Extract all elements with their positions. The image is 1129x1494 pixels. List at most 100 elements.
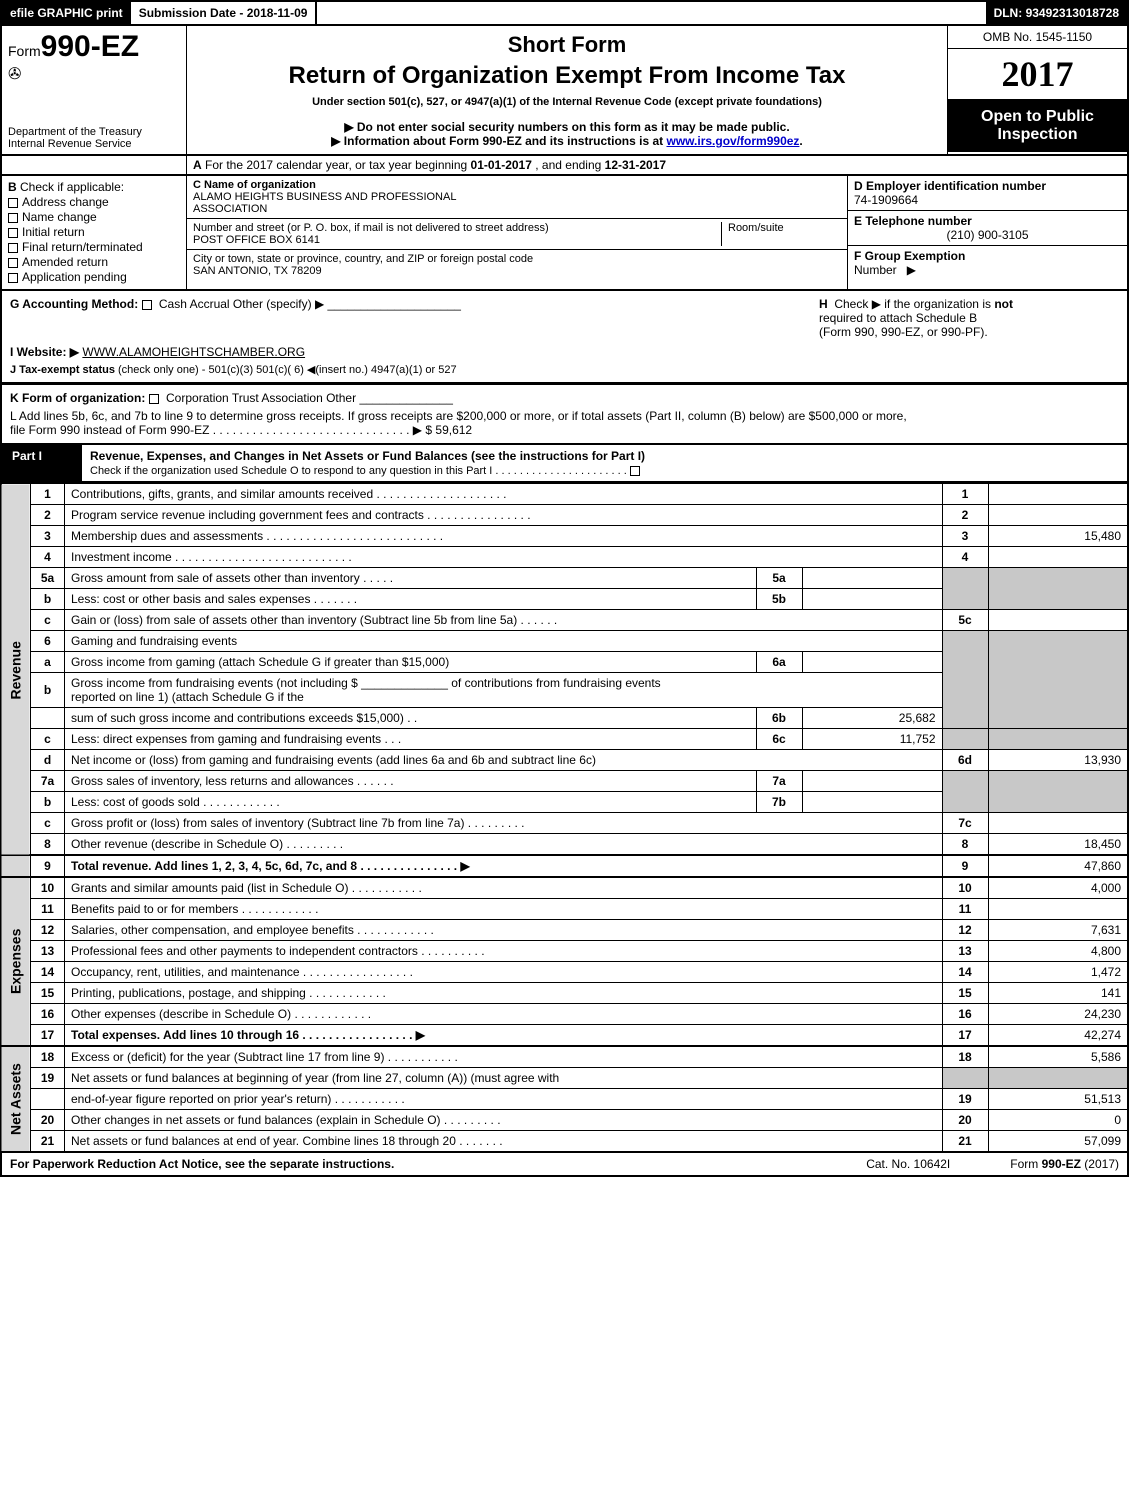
l5c-desc: Gain or (loss) from sale of assets other… — [65, 610, 943, 631]
l5c-box: 5c — [942, 610, 988, 631]
header-box: Form990-EZ ✇ Department of the Treasury … — [0, 24, 1129, 156]
website-value[interactable]: WWW.ALAMOHEIGHTSCHAMBER.ORG — [82, 345, 305, 359]
l11-box: 11 — [942, 899, 988, 920]
form-no-big: 990-EZ — [41, 30, 139, 63]
l1-num: 1 — [31, 484, 65, 505]
l11-desc: Benefits paid to or for members . . . . … — [65, 899, 943, 920]
part-i-label: Part I — [2, 445, 82, 481]
short-form-heading: Short Form — [195, 32, 939, 58]
l7c-num: c — [31, 813, 65, 834]
l14-box: 14 — [942, 962, 988, 983]
l1-box: 1 — [942, 484, 988, 505]
check-amended-return[interactable]: Amended return — [8, 255, 180, 269]
l6d-box: 6d — [942, 750, 988, 771]
l9-amt: 47,860 — [988, 855, 1128, 877]
l20-num: 20 — [31, 1110, 65, 1131]
sidebar-expenses: Expenses — [1, 877, 31, 1046]
check-corporation[interactable] — [149, 394, 159, 404]
footer-mid: Cat. No. 10642I — [866, 1157, 950, 1171]
line-3: 3 Membership dues and assessments . . . … — [1, 526, 1128, 547]
l3-amt: 15,480 — [988, 526, 1128, 547]
l3-desc: Membership dues and assessments . . . . … — [65, 526, 943, 547]
street-value: POST OFFICE BOX 6141 — [193, 234, 549, 246]
check-schedule-o[interactable] — [630, 466, 640, 476]
l19-num: 19 — [31, 1068, 65, 1089]
row-b-mid: C Name of organization ALAMO HEIGHTS BUS… — [187, 176, 847, 289]
footer-right-form: 990-EZ — [1042, 1157, 1081, 1171]
section-g-h: G Accounting Method: Cash Accrual Other … — [0, 291, 1129, 384]
l19b-num — [31, 1089, 65, 1110]
row-a-end: 12-31-2017 — [605, 158, 666, 172]
l18-desc: Excess or (deficit) for the year (Subtra… — [65, 1046, 943, 1068]
l6b-iamt: 25,682 — [802, 708, 942, 729]
dln-value: 93492313018728 — [1026, 6, 1119, 20]
check-application-pending-label: Application pending — [22, 270, 127, 284]
l7c-amt — [988, 813, 1128, 834]
line-21: 21 Net assets or fund balances at end of… — [1, 1131, 1128, 1153]
row-b-label: B — [8, 180, 17, 194]
check-initial-return[interactable]: Initial return — [8, 225, 180, 239]
dln-label: DLN: — [994, 6, 1026, 20]
l10-desc: Grants and similar amounts paid (list in… — [65, 877, 943, 899]
l7ab-boxshade — [942, 771, 988, 813]
h-text1: Check ▶ if the organization is — [834, 297, 994, 311]
check-address-change[interactable]: Address change — [8, 195, 180, 209]
open-line2: Inspection — [952, 126, 1123, 144]
line-4: 4 Investment income . . . . . . . . . . … — [1, 547, 1128, 568]
dln: DLN: 93492313018728 — [986, 2, 1127, 24]
l4-amt — [988, 547, 1128, 568]
l-text2: file Form 990 instead of Form 990-EZ — [10, 423, 209, 437]
l7b-iamt — [802, 792, 942, 813]
topbar-spacer — [317, 2, 985, 24]
l5a-iamt — [802, 568, 942, 589]
l20-amt: 0 — [988, 1110, 1128, 1131]
l7b-num: b — [31, 792, 65, 813]
l6b-ibox: 6b — [756, 708, 802, 729]
sidebar-revenue-end — [1, 855, 31, 877]
g-label: G Accounting Method: — [10, 297, 138, 311]
org-name-1: ALAMO HEIGHTS BUSINESS AND PROFESSIONAL — [193, 191, 841, 203]
l-text1: L Add lines 5b, 6c, and 7b to line 9 to … — [10, 409, 907, 423]
h-not: not — [994, 297, 1013, 311]
line-19a: 19 Net assets or fund balances at beginn… — [1, 1068, 1128, 1089]
check-final-return-label: Final return/terminated — [22, 240, 143, 254]
info-link[interactable]: www.irs.gov/form990ez — [666, 134, 799, 148]
check-application-pending[interactable]: Application pending — [8, 270, 180, 284]
l6c-boxshade — [942, 729, 988, 750]
l6-desc: Gaming and fundraising events — [65, 631, 943, 652]
l6a-num: a — [31, 652, 65, 673]
l11-amt — [988, 899, 1128, 920]
footer-right: Form 990-EZ (2017) — [1010, 1157, 1119, 1171]
line-5a: 5a Gross amount from sale of assets othe… — [1, 568, 1128, 589]
l7a-ibox: 7a — [756, 771, 802, 792]
l7a-desc: Gross sales of inventory, less returns a… — [65, 771, 757, 792]
footer-right-pre: Form — [1010, 1157, 1041, 1171]
l18-box: 18 — [942, 1046, 988, 1068]
l5b-num: b — [31, 589, 65, 610]
l11-num: 11 — [31, 899, 65, 920]
l17-desc-b: Total expenses. Add lines 10 through 16 … — [71, 1028, 425, 1042]
l6c-num: c — [31, 729, 65, 750]
l2-box: 2 — [942, 505, 988, 526]
l15-amt: 141 — [988, 983, 1128, 1004]
l6d-num: d — [31, 750, 65, 771]
check-amended-return-label: Amended return — [22, 255, 108, 269]
l7b-desc: Less: cost of goods sold . . . . . . . .… — [65, 792, 757, 813]
l7a-num: 7a — [31, 771, 65, 792]
part-i-title: Revenue, Expenses, and Changes in Net As… — [90, 449, 645, 463]
treasury-seal-icon: ✇ — [8, 64, 180, 84]
l16-box: 16 — [942, 1004, 988, 1025]
part-i-grid: Revenue 1 Contributions, gifts, grants, … — [0, 483, 1129, 1153]
check-name-change-label: Name change — [22, 210, 97, 224]
check-name-change[interactable]: Name change — [8, 210, 180, 224]
check-cash[interactable] — [142, 300, 152, 310]
row-b-left: B Check if applicable: Address change Na… — [2, 176, 187, 289]
header-right: OMB No. 1545-1150 2017 Open to Public In… — [947, 26, 1127, 154]
l5ab-amtshade — [988, 568, 1128, 610]
form-prefix: Form — [8, 43, 41, 59]
line-16: 16 Other expenses (describe in Schedule … — [1, 1004, 1128, 1025]
l16-amt: 24,230 — [988, 1004, 1128, 1025]
row-a-mid: , and ending — [532, 158, 605, 172]
row-b-text: Check if applicable: — [20, 180, 124, 194]
check-final-return[interactable]: Final return/terminated — [8, 240, 180, 254]
